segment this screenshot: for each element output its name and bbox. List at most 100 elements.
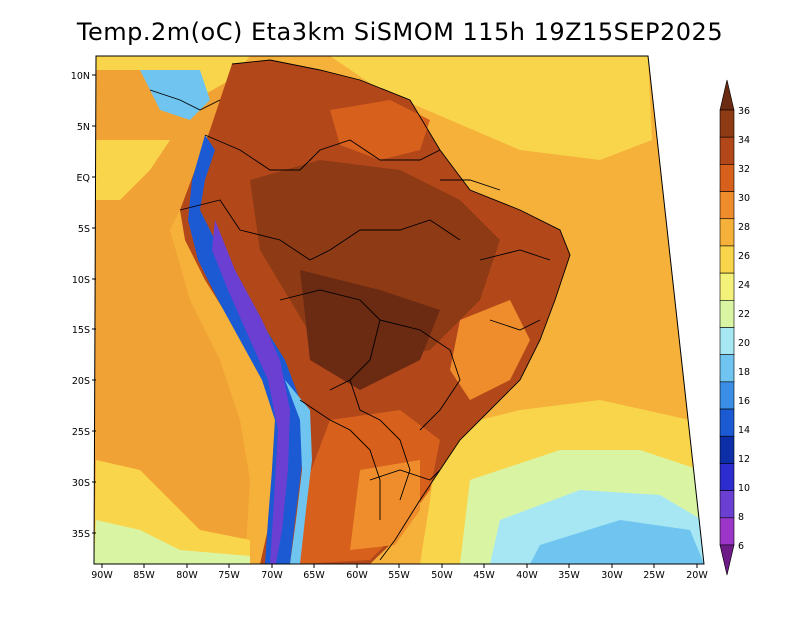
colorbar-box [719,435,735,464]
colorbar-box [719,327,735,355]
map-title: Temp.2m(oC) Eta3km SiSMOM 115h 19Z15SEP2… [76,18,724,46]
central-hot-core [300,270,440,390]
colorbar-box [719,191,735,220]
lat-tick: 25S [72,427,96,438]
andes-east-slope [285,380,312,564]
lon-label-35w: 35W [558,570,580,581]
colorbar-boxes [719,109,735,546]
colorbar-label: 26 [738,251,750,262]
lat-tick: 5N [77,122,96,133]
atlantic-coldest-band [530,520,704,564]
colorbar-label: 14 [738,425,750,436]
lat-label-35s: 35S [72,529,90,540]
pacific-cool-band [94,520,250,564]
brazilian-highlands [450,300,530,400]
lat-label-25s: 25S [72,427,90,438]
lon-label-30w: 30W [601,570,623,581]
colorbar-box [719,381,735,410]
lon-tick: 75W [218,564,240,581]
lat-tick: 10N [71,71,96,82]
colorbar-label: 32 [738,164,750,175]
colorbar-box [719,109,735,138]
colorbar-box [719,272,735,301]
map-frame [93,55,705,565]
colorbar-label: 22 [738,309,750,320]
lon-label-50w: 50W [431,570,453,581]
lon-label-40w: 40W [516,570,538,581]
colorbar-labels: 36 34 32 30 28 26 24 22 20 18 16 14 12 10 8 6 [738,106,750,552]
colorbar-label: 10 [738,483,750,494]
lon-tick: 80W [176,564,198,581]
colorbar-box [719,354,735,383]
lat-label-30s: 30S [72,478,90,489]
colorbar-label: 28 [738,222,750,233]
colorbar-label: 36 [738,106,750,117]
colorbar-box [719,218,735,247]
temperature-field [94,56,704,564]
lon-tick: 25W [643,564,665,581]
guiana-highlands [330,100,430,160]
lon-tick: 40W [516,564,538,581]
lat-label-20s: 20S [72,376,90,387]
lon-label-75w: 75W [218,570,240,581]
lon-tick: 20W [686,564,708,581]
colorbar-label: 34 [738,135,750,146]
lon-tick: 35W [558,564,580,581]
lon-label-85w: 85W [133,570,155,581]
political-borders [149,59,571,561]
latitude-axis: 10N 5N EQ 5S 10S 15S 20S 25S 30S 35S [71,71,96,540]
colorbar-box [719,490,735,519]
lat-label-5n: 5N [77,122,90,133]
lon-label-70w: 70W [261,570,283,581]
longitude-axis: 90W 85W 80W 75W 70W 65W 60W 55W 50W 45W … [91,564,708,581]
lon-label-25w: 25W [643,570,665,581]
lat-label-5s: 5S [78,224,90,235]
colorbar-label: 18 [738,367,750,378]
lat-label-15s: 15S [72,325,90,336]
lon-tick: 30W [601,564,623,581]
lon-label-80w: 80W [176,570,198,581]
lat-tick: 30S [72,478,96,489]
lon-label-90w: 90W [91,570,113,581]
lon-tick: 50W [431,564,453,581]
lon-tick: 55W [388,564,410,581]
colorbar: 36 34 32 30 28 26 24 22 20 18 16 14 12 10 8 6 [719,79,750,576]
lat-label-10s: 10S [72,275,90,286]
atlantic-north-band [330,56,652,160]
andes-cold-strip [188,135,305,564]
colorbar-label: 30 [738,193,750,204]
central-america-cool [140,70,210,120]
lon-tick: 65W [303,564,325,581]
colorbar-box [719,408,735,437]
colorbar-box [719,463,735,491]
colorbar-label: 20 [738,338,750,349]
lon-tick: 90W [91,564,113,581]
lat-tick: 35S [72,529,96,540]
colorbar-top-arrow [719,79,735,111]
lat-label-10n: 10N [71,71,90,82]
lat-tick: 20S [72,376,96,387]
colorbar-label: 24 [738,280,750,291]
colorbar-bottom-arrow [719,544,735,576]
lon-label-20w: 20W [686,570,708,581]
colorbar-box [719,517,735,546]
lon-tick: 45W [473,564,495,581]
lon-label-55w: 55W [388,570,410,581]
colorbar-box [719,300,735,328]
lon-tick: 70W [261,564,283,581]
colorbar-box [719,136,735,165]
colorbar-label: 16 [738,396,750,407]
lon-label-45w: 45W [473,570,495,581]
lat-tick: EQ [77,173,96,184]
lat-tick: 5S [78,224,96,235]
lon-tick: 85W [133,564,155,581]
colorbar-label: 8 [738,512,744,523]
colorbar-label: 12 [738,454,750,465]
lat-tick: 15S [72,325,96,336]
colorbar-box [719,164,735,192]
lon-label-65w: 65W [303,570,325,581]
lat-label-eq: EQ [77,173,90,184]
colorbar-box [719,245,735,274]
colorbar-label: 6 [738,541,744,552]
